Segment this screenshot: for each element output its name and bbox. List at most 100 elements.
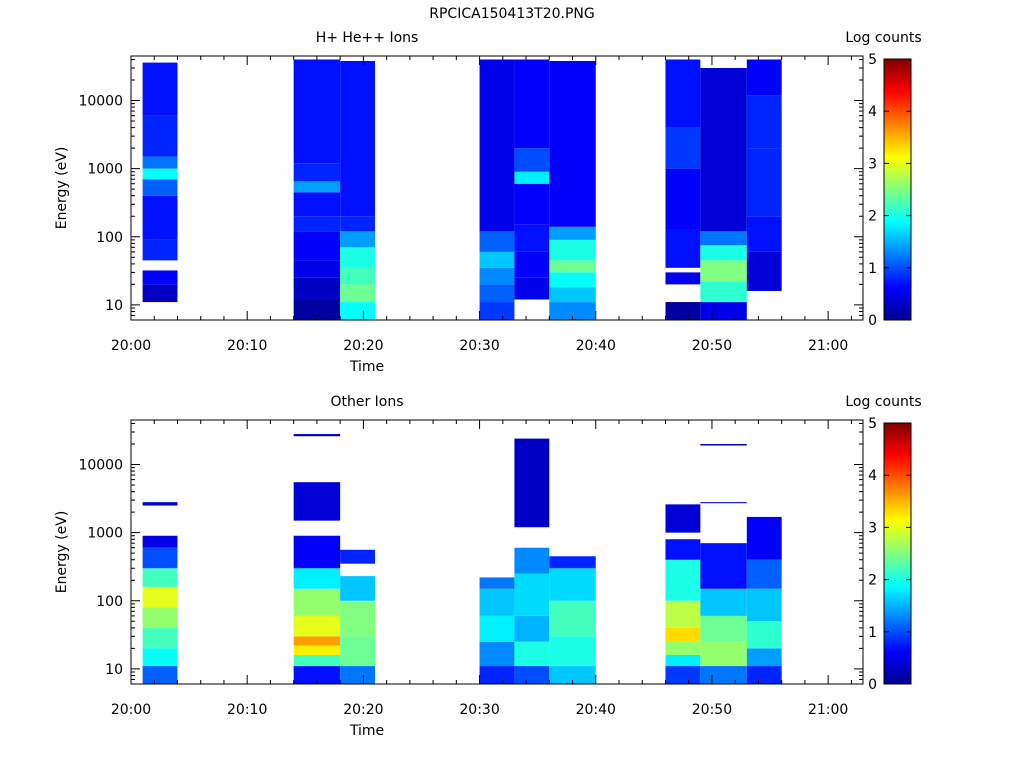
heatmap-cell (514, 547, 550, 574)
colorbar-tick-label: 1 (868, 625, 877, 641)
heatmap-cell (700, 67, 747, 232)
x-axis-label: Time (349, 359, 384, 375)
heatmap-cell (665, 666, 701, 684)
heatmap-cell (700, 443, 747, 446)
heatmap-cell (700, 260, 747, 282)
y-tick-label: 100 (96, 594, 123, 610)
x-tick-label: 20:20 (343, 702, 383, 718)
heatmap-cell (700, 302, 747, 320)
heatmap-cell (293, 568, 341, 589)
colorbar-tick-label: 4 (868, 468, 877, 484)
colorbar (883, 422, 912, 685)
heatmap-cell (700, 502, 747, 504)
spectrogram-cells (142, 59, 782, 320)
heatmap-cell (665, 59, 701, 128)
heatmap-cell (142, 666, 178, 684)
panel-title: Other Ions (330, 394, 403, 410)
heatmap-cell (142, 239, 178, 261)
x-tick-label: 21:00 (808, 338, 848, 354)
heatmap-cell (549, 239, 596, 261)
heatmap-cell (479, 577, 515, 589)
x-tick-label: 20:40 (576, 702, 616, 718)
colorbar-tick-label: 2 (868, 573, 877, 589)
heatmap-cell (293, 588, 341, 616)
panel-title: H+ He++ Ions (316, 30, 419, 46)
colorbar-tick-label: 0 (868, 313, 877, 329)
heatmap-cell (142, 284, 178, 303)
heatmap-cell (293, 482, 341, 521)
colorbar-tick-label: 5 (868, 52, 877, 68)
heatmap-cell (293, 231, 341, 261)
heatmap-cell (700, 641, 747, 667)
heatmap-cell (514, 277, 550, 300)
heatmap-cell (142, 586, 178, 608)
heatmap-cell (142, 627, 178, 649)
y-tick-label: 100 (96, 230, 123, 246)
heatmap-cell (340, 302, 375, 320)
heatmap-cell (746, 559, 782, 589)
colorbar-tick-label: 3 (868, 156, 877, 172)
heatmap-cell (514, 438, 550, 528)
heatmap-cell (746, 148, 782, 217)
heatmap-cell (665, 654, 701, 667)
heatmap-cell (293, 163, 341, 182)
heatmap-cell (293, 260, 341, 278)
heatmap-cell (340, 549, 375, 564)
heatmap-cell (549, 287, 596, 303)
y-tick-label: 1000 (87, 526, 123, 542)
heatmap-cell (142, 179, 178, 196)
heatmap-cell (479, 641, 515, 667)
heatmap-cell (514, 641, 550, 667)
x-tick-label: 20:40 (576, 338, 616, 354)
y-axis-label: Energy (eV) (54, 511, 70, 594)
heatmap-cell (514, 573, 550, 616)
heatmap-cell (142, 568, 178, 587)
x-tick-label: 20:00 (111, 702, 151, 718)
x-axis-label: Time (349, 723, 384, 739)
heatmap-cell (549, 61, 596, 227)
heatmap-cell (746, 666, 782, 684)
heatmap-cell (746, 59, 782, 96)
plot-frame (130, 419, 864, 685)
heatmap-cell (514, 615, 550, 642)
heatmap-cell (142, 547, 178, 569)
heatmap-cell (549, 302, 596, 320)
heatmap-cell (665, 539, 701, 560)
heatmap-cell (746, 216, 782, 252)
heatmap-cell (340, 576, 375, 601)
heatmap-cell (700, 615, 747, 642)
x-tick-label: 20:10 (227, 702, 267, 718)
heatmap-cell (746, 588, 782, 622)
colorbar-tick-label: 1 (868, 261, 877, 277)
heatmap-cell (479, 588, 515, 616)
heatmap-cell (700, 588, 747, 616)
y-tick-label: 10000 (78, 94, 123, 110)
heatmap-cell (665, 504, 701, 533)
heatmap-cell (293, 645, 341, 655)
heatmap-cell (479, 302, 515, 320)
heatmap-cell (746, 648, 782, 667)
heatmap-cell (340, 61, 375, 217)
heatmap-cell (665, 127, 701, 169)
heatmap-cell (746, 251, 782, 291)
heatmap-cell (479, 666, 515, 684)
heatmap-cell (549, 636, 596, 667)
heatmap-cell (665, 228, 701, 268)
plot-frame (130, 55, 864, 321)
heatmap-cell (293, 636, 341, 646)
heatmap-cell (665, 168, 701, 229)
heatmap-cell (549, 600, 596, 637)
heatmap-cell (293, 216, 341, 232)
heatmap-cell (142, 195, 178, 240)
heatmap-cell (293, 654, 341, 667)
heatmap-cell (746, 621, 782, 649)
heatmap-cell (293, 615, 341, 637)
heatmap-cell (479, 267, 515, 285)
heatmap-cell (665, 600, 701, 628)
heatmap-cell (514, 666, 550, 684)
colorbar-tick-label: 0 (868, 677, 877, 693)
heatmap-cell (479, 59, 515, 232)
x-tick-label: 20:20 (343, 338, 383, 354)
